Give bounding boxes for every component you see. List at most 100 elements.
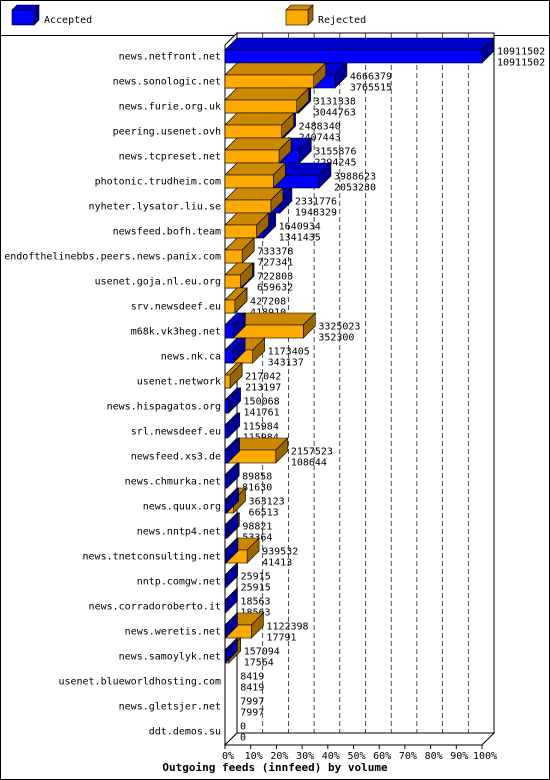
bar-rejected	[224, 62, 327, 89]
bar-accepted	[224, 462, 240, 489]
legend-label-rejected: Rejected	[318, 15, 366, 26]
value-label-top: 2331776	[295, 197, 337, 208]
x-tick-label: 80%	[425, 751, 443, 762]
plot-floor	[223, 732, 496, 746]
bar-rejected	[224, 362, 243, 389]
bar-accepted-front	[224, 49, 483, 64]
row-label: ddt.demos.su	[149, 727, 221, 738]
value-label-bottom: 213197	[245, 383, 281, 394]
legend: Accepted Rejected	[11, 4, 366, 26]
bar-rejected	[224, 262, 254, 289]
x-tick-label: 40%	[322, 751, 340, 762]
x-tick-label: 100%	[473, 751, 497, 762]
bar-rejected-front	[224, 124, 283, 139]
value-label-bottom: 7997	[240, 708, 264, 719]
value-label-top: 363123	[249, 497, 285, 508]
value-label-top: 3155876	[314, 147, 356, 158]
value-label-top: 7997	[240, 697, 264, 708]
value-label-bottom: 1341435	[279, 233, 321, 244]
bar-accepted-front	[224, 499, 227, 514]
bar-accepted	[224, 637, 239, 664]
value-label-bottom: 2407443	[299, 133, 341, 144]
bar-accepted	[224, 337, 246, 364]
x-tick-label: 0%	[222, 751, 234, 762]
bar-accepted	[224, 37, 495, 64]
value-label-top: 217042	[245, 372, 281, 383]
row-label: news.tnetconsulting.net	[83, 552, 221, 563]
bar-rejected-front	[224, 299, 236, 314]
value-label-top: 10911502	[497, 47, 545, 58]
value-label-bottom: 17564	[244, 658, 274, 669]
value-label-bottom: 66513	[249, 508, 279, 519]
bar-rejected	[224, 87, 310, 114]
row-label: nntp.comgw.net	[137, 577, 221, 588]
value-label-top: 427208	[250, 297, 286, 308]
value-label-top: 939532	[262, 547, 298, 558]
value-label-top: 1640934	[279, 222, 321, 233]
value-label-top: 722803	[257, 272, 293, 283]
bar-accepted	[224, 562, 239, 589]
bar-accepted	[224, 387, 242, 414]
x-tick-label: 90%	[450, 751, 468, 762]
bar-accepted-front	[224, 324, 234, 339]
bar-rejected-front	[224, 249, 243, 264]
row-label: news.sonologic.net	[113, 77, 221, 88]
bar-accepted-front	[224, 449, 228, 464]
bar-accepted	[224, 612, 239, 639]
row-label: news.nntp4.net	[137, 527, 221, 538]
x-tick-label: 30%	[296, 751, 314, 762]
value-label-bottom: 2053230	[334, 183, 376, 194]
bar-rejected-front	[224, 199, 272, 214]
row-label: news.gletsjer.net	[119, 702, 221, 713]
value-label-top: 0	[240, 722, 246, 733]
bar-rejected	[224, 212, 270, 239]
row-label: news.weretis.net	[125, 627, 221, 638]
value-label-bottom: 1948329	[295, 208, 337, 219]
value-label-bottom: 727341	[257, 258, 293, 269]
value-label-top: 18563	[240, 597, 270, 608]
value-label-top: 733378	[257, 247, 293, 258]
bar-rejected	[224, 237, 255, 264]
legend-swatch-rejected	[285, 4, 314, 26]
bar-accepted-front	[224, 424, 229, 439]
value-label-top: 3325023	[318, 322, 360, 333]
row-label: endofthelinebbs.peers.news.panix.com	[4, 252, 221, 263]
bar-rejected	[224, 312, 317, 339]
value-label-bottom: 2294245	[314, 158, 356, 169]
legend-swatch-accepted-front	[11, 9, 35, 26]
value-label-top: 2488340	[299, 122, 341, 133]
value-label-bottom: 0	[240, 733, 246, 744]
bar-rejected-front	[224, 174, 274, 189]
bar-accepted-front	[224, 399, 229, 414]
x-tick-label: 20%	[270, 751, 288, 762]
row-label: news.hispagatos.org	[107, 402, 221, 413]
row-label: srv.newsdeef.eu	[131, 302, 221, 313]
row-label: newsfeed.xs3.de	[131, 452, 221, 463]
row-label: news.samoylyk.net	[119, 652, 221, 663]
bar-accepted	[224, 437, 241, 464]
value-label-top: 1122398	[266, 622, 308, 633]
row-label: photonic.trudheim.com	[95, 177, 221, 188]
bar-rejected-front	[224, 149, 280, 164]
value-label-top: 89858	[242, 472, 272, 483]
legend-swatch-accepted	[11, 4, 40, 26]
value-label-bottom: 3765515	[350, 83, 392, 94]
bar-accepted-front	[224, 474, 228, 489]
row-label: usenet.network	[137, 377, 221, 388]
